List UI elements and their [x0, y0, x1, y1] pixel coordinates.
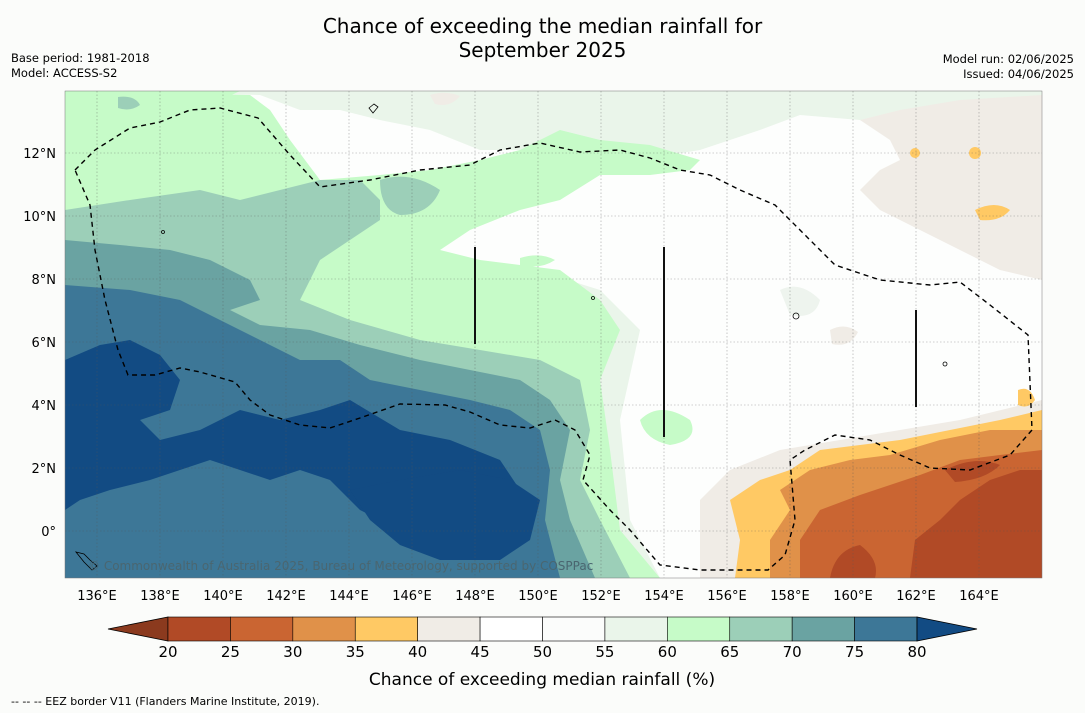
- lon-tick: 154°E: [644, 589, 684, 604]
- colorbar-segment: [354, 616, 418, 642]
- issued-date: Issued: 04/06/2025: [963, 67, 1074, 81]
- colorbar-segment: [542, 616, 606, 642]
- colorbar-extend-high: [916, 616, 978, 642]
- map-title: Chance of exceeding the median rainfall …: [0, 14, 1085, 62]
- region-60-65-top-left: [65, 91, 240, 130]
- lat-tick: 8°N: [32, 273, 57, 288]
- lat-tick: 10°N: [23, 210, 56, 225]
- copyright-notice: © Commonwealth of Australia 2025, Bureau…: [88, 559, 593, 573]
- lon-tick: 144°E: [329, 589, 369, 604]
- lon-tick: 140°E: [203, 589, 243, 604]
- region-20-25: [830, 461, 1042, 578]
- colorbar-segment: [479, 616, 543, 642]
- islands: [74, 103, 948, 571]
- colorbar-label: 75: [845, 643, 864, 661]
- colorbar-label: 35: [346, 643, 365, 661]
- colorbar-label: 40: [408, 643, 427, 661]
- colorbar-segment: [729, 616, 793, 642]
- lon-tick: 164°E: [959, 589, 999, 604]
- colorbar-segment: [292, 616, 356, 642]
- colorbar-segment: [417, 616, 481, 642]
- colorbar-segment: [230, 616, 294, 642]
- base-period: Base period: 1981-2018: [11, 51, 150, 65]
- run-info: Model run: 02/06/2025 Issued: 04/06/2025: [943, 52, 1074, 82]
- colorbar-label: 30: [283, 643, 302, 661]
- colorbar-extend-low: [107, 616, 169, 642]
- lon-tick: 156°E: [707, 589, 747, 604]
- lat-tick: 0°: [41, 525, 56, 540]
- colorbar-label: 65: [720, 643, 739, 661]
- colorbar-segment: [604, 616, 668, 642]
- region-40-45-northeast: [860, 95, 1042, 280]
- colorbar-label: 50: [533, 643, 552, 661]
- colorbar-segment: [854, 616, 918, 642]
- colorbar-label: 70: [783, 643, 802, 661]
- model-name: Model: ACCESS-S2: [11, 66, 118, 80]
- colorbar-label: 60: [658, 643, 677, 661]
- map-fill: [65, 91, 1042, 578]
- colorbar-segment: [667, 616, 731, 642]
- lon-tick: 148°E: [455, 589, 495, 604]
- lat-tick: 4°N: [32, 399, 57, 414]
- region-40-45-patch: [830, 326, 858, 345]
- lat-axis: 12°N 10°N 8°N 6°N 4°N 2°N 0°: [23, 147, 56, 540]
- lon-tick: 160°E: [833, 589, 873, 604]
- map-title-line1: Chance of exceeding the median rainfall …: [322, 14, 763, 38]
- map-frame: [64, 90, 1043, 579]
- lon-tick: 158°E: [770, 589, 810, 604]
- colorbar-segment: [167, 616, 231, 642]
- colorbar-title: Chance of exceeding median rainfall (%): [369, 670, 715, 690]
- lon-axis: 136°E 138°E 140°E 142°E 144°E 146°E 148°…: [77, 589, 999, 604]
- lat-tick: 12°N: [23, 147, 56, 162]
- lat-tick: 2°N: [32, 462, 57, 477]
- lon-tick: 162°E: [896, 589, 936, 604]
- lon-tick: 152°E: [581, 589, 621, 604]
- eez-legend-footnote: -- -- -- EEZ border V11 (Flanders Marine…: [11, 695, 320, 708]
- colorbar: 20 25 30 35 40 45 50 55 60 65 70 75 80: [107, 616, 978, 661]
- map-title-line2: September 2025: [458, 38, 627, 62]
- colorbar-label: 45: [471, 643, 490, 661]
- lon-tick: 136°E: [77, 589, 117, 604]
- colorbar-segment: [791, 616, 855, 642]
- patch-35-40-a: [910, 148, 920, 158]
- lon-tick: 150°E: [518, 589, 558, 604]
- colorbar-label: 80: [907, 643, 926, 661]
- colorbar-label: 20: [158, 643, 177, 661]
- lon-tick: 142°E: [266, 589, 306, 604]
- lat-tick: 6°N: [32, 336, 57, 351]
- vertical-markers: [474, 247, 917, 437]
- lon-tick: 138°E: [140, 589, 180, 604]
- colorbar-label: 25: [221, 643, 240, 661]
- base-info: Base period: 1981-2018 Model: ACCESS-S2: [11, 51, 150, 81]
- model-run-date: Model run: 02/06/2025: [942, 52, 1074, 66]
- eez-border: [74, 107, 1033, 571]
- region-over-80-south: [350, 470, 540, 560]
- region-40-45-top: [430, 92, 460, 105]
- lon-tick: 146°E: [392, 589, 432, 604]
- colorbar-label: 55: [595, 643, 614, 661]
